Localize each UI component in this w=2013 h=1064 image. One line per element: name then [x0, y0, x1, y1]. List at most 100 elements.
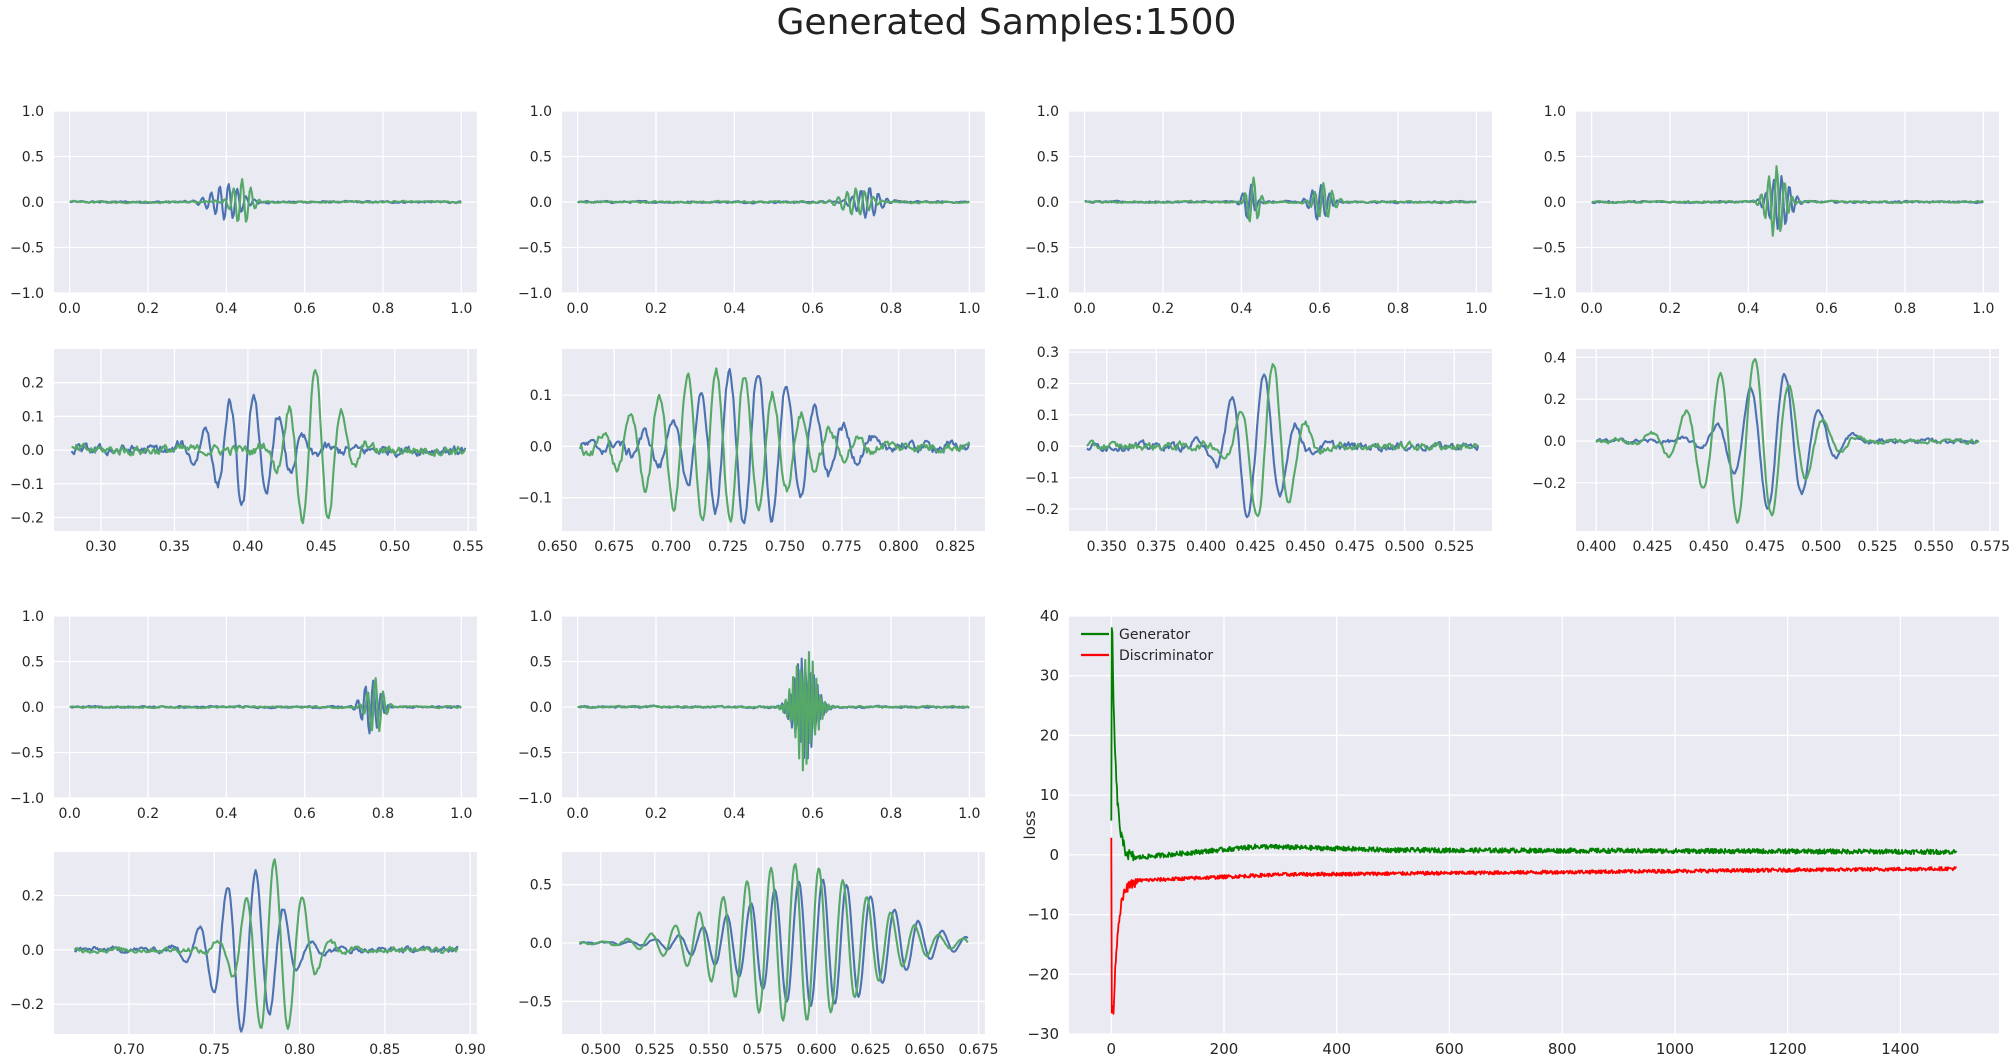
panel-a2-x-tick-label: 0.4 [723, 301, 745, 317]
panel-c2-x-tick-label: 0.4 [723, 806, 745, 822]
panel-b3-signal-green-line [1086, 363, 1479, 518]
panel-d1-x-tick-label: 0.70 [113, 1042, 144, 1058]
panel-d1-y-tick-label: 0.0 [22, 943, 44, 959]
panel-b4-x-tick-label: 0.425 [1632, 539, 1672, 555]
panel-c2-y-tick-label: −0.5 [518, 746, 552, 762]
panel-b4-y-tick-label: −0.2 [1532, 476, 1566, 492]
panel-loss-plot-area [1069, 616, 1999, 1034]
panel-d1-x-tick-label: 0.90 [455, 1042, 486, 1058]
panel-d2-x-tick-label: 0.675 [958, 1042, 998, 1058]
panel-b2-y-tick-label: 0.1 [530, 388, 552, 404]
panel-d1-x-tick-label: 0.85 [369, 1042, 400, 1058]
panel-a1-y-tick-label: −0.5 [10, 241, 44, 257]
panel-b2-x-tick-label: 0.700 [651, 539, 691, 555]
panel-b1-y-tick-label: −0.1 [10, 477, 44, 493]
panel-b2-y-tick-label: 0.0 [530, 439, 552, 455]
panel-a3-y-tick-label: 0.0 [1037, 195, 1059, 211]
panel-loss-x-tick-label: 800 [1548, 1040, 1577, 1058]
panel-b4-x-tick-label: 0.550 [1914, 539, 1954, 555]
panel-d2: 0.500 0.525 0.550 0.575 0.600 0.625 0.650 0.675… [518, 852, 999, 1058]
panel-a3-signal-green-line [1084, 176, 1477, 223]
panel-a1-y-tick-label: 1.0 [22, 104, 44, 120]
panel-a2-x-tick-label: 0.0 [567, 301, 589, 317]
panel-c2-y-tick-label: 0.5 [530, 655, 552, 671]
panel-a3-x-tick-label: 0.4 [1230, 301, 1252, 317]
panel-a2-y-tick-label: −1.0 [518, 286, 552, 302]
panel-a3-x-tick-label: 1.0 [1465, 301, 1487, 317]
panel-b4-y-tick-label: 0.0 [1544, 434, 1566, 450]
panel-a3-y-tick-label: −1.0 [1025, 286, 1059, 302]
panel-c1: 0.0 0.2 0.4 0.6 0.8 1.0 −1.0 −0.5 0.0 0.5 1.0 [10, 609, 477, 822]
panel-b1-y-tick-label: 0.2 [22, 376, 44, 392]
panel-loss-y-tick-label: −20 [1027, 965, 1059, 983]
panel-c1-y-tick-label: 1.0 [22, 609, 44, 625]
panel-loss-x-tick-label: 400 [1322, 1040, 1351, 1058]
panel-loss-y-tick-label: −30 [1027, 1025, 1059, 1043]
panel-b3-x-tick-label: 0.500 [1385, 539, 1425, 555]
panel-b4-x-tick-label: 0.400 [1576, 539, 1616, 555]
panel-loss-discriminator-loss-line [1110, 837, 1958, 1015]
panel-c2: 0.0 0.2 0.4 0.6 0.8 1.0 −1.0 −0.5 0.0 0.5 1.0 [518, 609, 985, 822]
panel-a3-x-tick-label: 0.8 [1387, 301, 1409, 317]
panel-b2-x-tick-label: 0.725 [708, 539, 748, 555]
panel-a4-x-tick-label: 0.4 [1737, 301, 1759, 317]
panel-a4-y-tick-label: 1.0 [1544, 104, 1566, 120]
panel-d2-x-tick-label: 0.575 [743, 1042, 783, 1058]
panel-a2-signal-green-line [577, 187, 970, 216]
panel-b3-y-tick-label: 0.0 [1037, 439, 1059, 455]
panel-b3-x-tick-label: 0.350 [1087, 539, 1127, 555]
legend-label-discriminator: Discriminator [1119, 648, 1213, 664]
panel-b3-x-tick-label: 0.525 [1434, 539, 1474, 555]
panel-loss-y-tick-label: 30 [1040, 667, 1059, 685]
panel-c1-x-tick-label: 1.0 [450, 806, 472, 822]
panel-b2-signal-green-line [579, 367, 971, 523]
panel-b1-x-tick-label: 0.55 [453, 539, 484, 555]
panel-b3-x-tick-label: 0.450 [1285, 539, 1325, 555]
panel-d1-x-tick-label: 0.75 [199, 1042, 230, 1058]
panel-a2-x-tick-label: 0.2 [645, 301, 667, 317]
panel-c1-y-tick-label: 0.5 [22, 655, 44, 671]
panel-a3-x-tick-label: 0.2 [1152, 301, 1174, 317]
panel-b3-y-tick-label: −0.1 [1025, 471, 1059, 487]
panel-a4-x-tick-label: 0.6 [1816, 301, 1838, 317]
panel-b2-x-tick-label: 0.775 [822, 539, 862, 555]
panel-b4: 0.400 0.425 0.450 0.475 0.500 0.525 0.550 0.575… [1532, 349, 2010, 555]
panel-c1-x-tick-label: 0.0 [59, 806, 81, 822]
panel-d2-x-tick-label: 0.550 [689, 1042, 729, 1058]
panel-b1-x-tick-label: 0.45 [306, 539, 337, 555]
panel-a4-x-tick-label: 1.0 [1972, 301, 1994, 317]
panel-a3-y-tick-label: −0.5 [1025, 241, 1059, 257]
panel-b1-x-tick-label: 0.40 [232, 539, 263, 555]
panel-a3-x-tick-label: 0.6 [1309, 301, 1331, 317]
panel-a3-y-tick-label: 1.0 [1037, 104, 1059, 120]
panel-c1-x-tick-label: 0.6 [294, 806, 316, 822]
panel-loss-x-tick-label: 200 [1210, 1040, 1239, 1058]
panel-c2-x-tick-label: 0.8 [880, 806, 902, 822]
panel-b3-y-tick-label: 0.1 [1037, 408, 1059, 424]
panel-a4-signal-green-line [1591, 165, 1984, 237]
panel-c1-signal-green-line [69, 677, 462, 733]
panel-d2-x-tick-label: 0.625 [851, 1042, 891, 1058]
panel-a4-x-tick-label: 0.8 [1894, 301, 1916, 317]
panel-b4-x-tick-label: 0.525 [1857, 539, 1897, 555]
panel-c1-x-tick-label: 0.4 [215, 806, 237, 822]
panel-d1-signal-green-line [73, 858, 459, 1030]
panel-b3-x-tick-label: 0.425 [1236, 539, 1276, 555]
panel-a4-y-tick-label: −0.5 [1532, 241, 1566, 257]
panel-loss-x-tick-label: 1400 [1881, 1040, 1919, 1058]
panel-b3-y-tick-label: 0.3 [1037, 345, 1059, 361]
panel-d2-x-tick-label: 0.600 [797, 1042, 837, 1058]
panel-b4-x-tick-label: 0.575 [1970, 539, 2010, 555]
panel-d2-y-tick-label: 0.5 [530, 878, 552, 894]
panel-b1-y-tick-label: 0.1 [22, 409, 44, 425]
panel-loss-x-tick-label: 1200 [1769, 1040, 1807, 1058]
panel-c1-x-tick-label: 0.8 [372, 806, 394, 822]
panel-loss-y-tick-label: −10 [1027, 906, 1059, 924]
panel-loss-x-tick-label: 600 [1435, 1040, 1464, 1058]
panel-a3: 0.0 0.2 0.4 0.6 0.8 1.0 −1.0 −0.5 0.0 0.5 1.0 [1025, 104, 1492, 317]
panel-d2-x-tick-label: 0.500 [581, 1042, 621, 1058]
panel-d1-y-tick-label: −0.2 [10, 997, 44, 1013]
panel-c1-y-tick-label: −1.0 [10, 791, 44, 807]
panel-b1-x-tick-label: 0.50 [379, 539, 410, 555]
panel-a3-x-tick-label: 0.0 [1074, 301, 1096, 317]
